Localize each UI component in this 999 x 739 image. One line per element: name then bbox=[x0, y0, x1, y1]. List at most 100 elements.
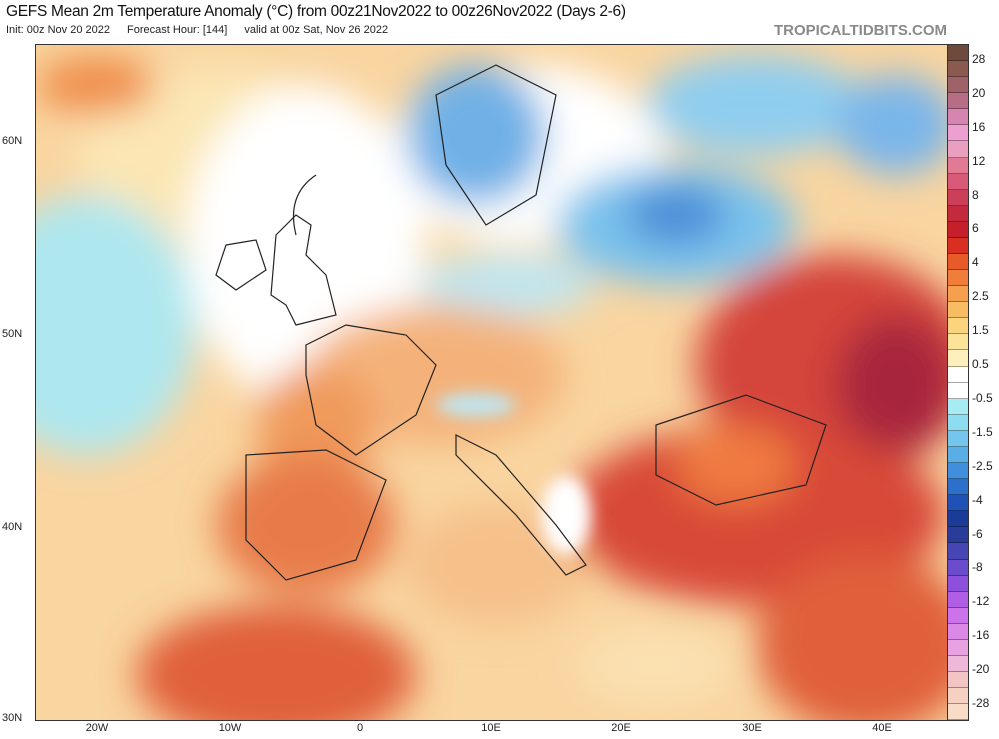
iberia-outline bbox=[245, 449, 387, 581]
colorbar-swatch bbox=[948, 254, 968, 271]
init-time: Init: 00z Nov 20 2022 bbox=[6, 24, 110, 36]
colorbar-swatch bbox=[948, 93, 968, 110]
black-sea-warm bbox=[676, 425, 796, 505]
colorbar-swatch bbox=[948, 334, 968, 351]
colorbar-swatch bbox=[948, 221, 968, 238]
cool-atlantic-region bbox=[36, 195, 196, 455]
lat-label: 30N bbox=[2, 712, 23, 724]
russia-south-extreme bbox=[836, 315, 948, 455]
latvia-cold-core bbox=[626, 185, 726, 245]
france-outline bbox=[305, 324, 437, 456]
colorbar-swatch bbox=[948, 318, 968, 335]
coastlines bbox=[215, 64, 827, 581]
colorbar-swatch bbox=[948, 479, 968, 496]
colorbar-label: 28 bbox=[972, 52, 986, 66]
iberia-warm bbox=[216, 455, 396, 595]
egypt-mild bbox=[576, 625, 736, 705]
lat-label: 50N bbox=[2, 328, 23, 340]
lon-label: 10E bbox=[481, 722, 501, 734]
lon-label: 40E bbox=[872, 722, 892, 734]
colorbar-label: -6 bbox=[972, 526, 983, 541]
norway-cold bbox=[406, 65, 546, 205]
scandinavia-outline bbox=[435, 64, 557, 226]
colorbar-swatch bbox=[948, 398, 968, 415]
warm-greenland-south bbox=[36, 55, 156, 115]
colorbar-swatch bbox=[948, 446, 968, 464]
colorbar-swatch bbox=[948, 286, 968, 303]
temperature-anomaly-map bbox=[35, 44, 949, 721]
colorbar-swatch bbox=[948, 639, 968, 656]
italy-neutral bbox=[541, 475, 591, 555]
colorbar-label: -0.5 bbox=[972, 390, 993, 405]
mediterranean-mild bbox=[406, 505, 586, 625]
colorbar-label: -20 bbox=[972, 662, 990, 677]
colorbar-label: 0.5 bbox=[972, 357, 989, 372]
colorbar-swatch bbox=[948, 237, 968, 255]
scotland-outline bbox=[292, 174, 317, 236]
colorbar bbox=[947, 44, 969, 721]
black-sea-outline bbox=[655, 394, 827, 506]
colorbar-swatch bbox=[948, 61, 968, 78]
lon-label: 20E bbox=[611, 722, 631, 734]
colorbar-swatch bbox=[948, 607, 968, 624]
colorbar-swatch bbox=[948, 205, 968, 222]
colorbar-swatch bbox=[948, 655, 968, 673]
colorbar-label: -2.5 bbox=[972, 458, 993, 473]
map-title: GEFS Mean 2m Temperature Anomaly (°C) fr… bbox=[6, 3, 626, 20]
lon-label: 30E bbox=[742, 722, 762, 734]
italy-outline bbox=[455, 434, 587, 576]
brand-watermark: TROPICALTIDBITS.COM bbox=[773, 22, 947, 39]
colorbar-swatch bbox=[948, 511, 968, 528]
colorbar-label: 6 bbox=[972, 221, 979, 236]
lon-label: 10W bbox=[218, 722, 242, 734]
colorbar-label: -8 bbox=[972, 560, 983, 575]
colorbar-swatch bbox=[948, 141, 968, 158]
colorbar-swatch bbox=[948, 302, 968, 319]
colorbar-swatch bbox=[948, 623, 968, 640]
colorbar-swatch bbox=[948, 543, 968, 560]
lat-label: 40N bbox=[2, 521, 23, 533]
great-britain-outline bbox=[270, 214, 337, 326]
colorbar-swatch bbox=[948, 430, 968, 447]
northwest-russia-cold bbox=[836, 75, 948, 175]
colorbar-swatch bbox=[948, 463, 968, 480]
colorbar-label: 12 bbox=[972, 153, 986, 168]
colorbar-swatch bbox=[948, 109, 968, 126]
colorbar-swatch bbox=[948, 189, 968, 206]
valid-time: valid at 00z Sat, Nov 26 2022 bbox=[244, 24, 389, 36]
colorbar-label: -16 bbox=[972, 628, 990, 643]
colorbar-swatch bbox=[948, 559, 968, 576]
colorbar-swatch bbox=[948, 173, 968, 190]
colorbar-swatch bbox=[948, 382, 968, 399]
karelia-cold bbox=[646, 55, 866, 155]
middle-east-warm bbox=[756, 555, 948, 720]
colorbar-swatch bbox=[948, 270, 968, 287]
colorbar-swatch bbox=[948, 591, 968, 608]
colorbar-label: 20 bbox=[972, 85, 986, 100]
north-africa-warm bbox=[136, 605, 416, 720]
colorbar-label: -4 bbox=[972, 492, 983, 507]
colorbar-swatch bbox=[948, 125, 968, 142]
alps-cool bbox=[436, 393, 516, 417]
colorbar-swatch bbox=[948, 575, 968, 592]
lat-label: 60N bbox=[2, 135, 23, 147]
colorbar-label: -28 bbox=[972, 696, 990, 710]
colorbar-label: 4 bbox=[972, 255, 979, 270]
forecast-hour: Forecast Hour: [144] bbox=[127, 24, 228, 36]
colorbar-swatch bbox=[948, 527, 968, 544]
colorbar-swatch bbox=[948, 672, 968, 689]
germany-poland-cool bbox=[416, 255, 596, 315]
colorbar-swatch bbox=[948, 414, 968, 431]
map-subtitle: Init: 00z Nov 20 2022 Forecast Hour: [14… bbox=[6, 24, 402, 36]
colorbar-label: 1.5 bbox=[972, 323, 989, 338]
colorbar-swatch bbox=[948, 45, 968, 62]
colorbar-swatch bbox=[948, 688, 968, 705]
colorbar-swatch bbox=[948, 157, 968, 174]
british-isles-neutral bbox=[246, 215, 346, 335]
ireland-outline bbox=[215, 239, 267, 291]
colorbar-label: -12 bbox=[972, 594, 990, 609]
colorbar-swatch bbox=[948, 77, 968, 94]
colorbar-swatch bbox=[948, 366, 968, 383]
colorbar-label: 8 bbox=[972, 187, 979, 202]
colorbar-label: -1.5 bbox=[972, 424, 993, 439]
